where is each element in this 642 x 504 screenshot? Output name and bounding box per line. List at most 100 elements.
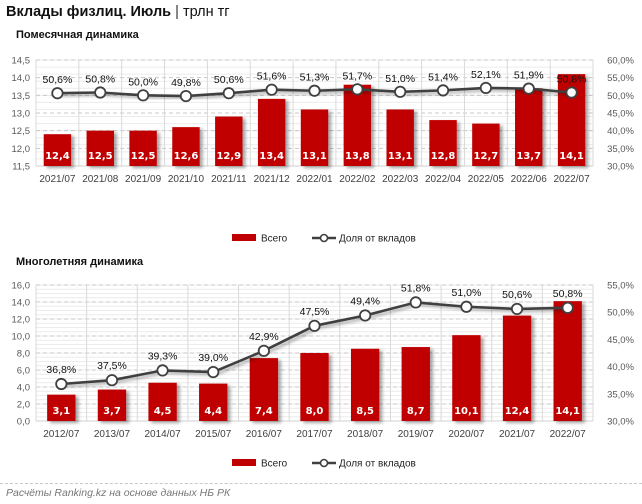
bar	[257, 98, 286, 166]
x-tick-label: 2021/08	[82, 174, 119, 185]
y-left-tick-label: 14,5	[12, 56, 31, 67]
title-main: Вклады физлиц. Июль	[6, 4, 172, 20]
legend-label-line: Доля от вкладов	[339, 234, 416, 245]
legend: Всего Доля от вкладов	[232, 459, 416, 470]
line-marker	[460, 300, 473, 313]
y-right-tick-label: 50,0%	[607, 308, 634, 319]
bar-label: 13,4	[259, 151, 284, 162]
bar-label: 4,5	[154, 406, 172, 417]
bar-label: 14,1	[559, 151, 584, 162]
bar-labels: 3,1 3,7 4,5 4,4 7,4 8,0 8,5 8,7 10,1 12,4 14,1	[52, 406, 580, 417]
line-marker	[565, 86, 578, 99]
title-unit: трлн тг	[182, 4, 230, 20]
x-tick-label: 2018/07	[347, 429, 384, 440]
line-point-label: 39,0%	[198, 352, 228, 364]
line-point-label: 49,8%	[171, 77, 201, 89]
line-marker	[265, 83, 278, 96]
x-tick-label: 2022/02	[339, 174, 376, 185]
bar-label: 12,9	[216, 151, 241, 162]
y-right-ticks: 30,0% 35,0% 40,0% 45,0% 50,0% 55,0% 60,0%	[607, 56, 634, 173]
line-point-label: 51,3%	[300, 72, 330, 84]
y-left-tick-label: 12,5	[12, 126, 31, 137]
legend-bar-swatch	[232, 459, 256, 466]
bar	[401, 347, 430, 421]
y-left-tick-label: 2,0	[17, 400, 30, 411]
y-left-tick-label: 8,0	[17, 349, 30, 360]
x-tick-label: 2014/07	[145, 429, 182, 440]
bar	[350, 348, 380, 421]
y-left-tick-label: 13,5	[12, 91, 31, 102]
y-right-tick-label: 35,0%	[607, 389, 634, 400]
x-tick-label: 2022/07	[553, 174, 590, 185]
x-tick-label: 2016/07	[246, 429, 283, 440]
bar	[199, 383, 228, 421]
line-point-label: 39,3%	[148, 350, 178, 362]
line-point-label: 50,6%	[214, 74, 244, 86]
line-point-label: 36,8%	[46, 364, 76, 376]
line-point-label: 50,8%	[553, 288, 583, 300]
y-right-tick-label: 45,0%	[607, 109, 634, 120]
line-marker	[561, 301, 574, 314]
y-left-tick-label: 16,0	[12, 281, 31, 292]
bar-label: 12,8	[431, 151, 456, 162]
title-separator: |	[175, 4, 179, 20]
y-right-tick-label: 45,0%	[607, 335, 634, 346]
bar-label: 12,6	[174, 151, 199, 162]
y-left-ticks: 11,5 12,0 12,5 13,0 13,5 14,0 14,5	[12, 56, 31, 173]
bar	[43, 134, 72, 166]
chart2-title: Многолетняя динамика	[16, 256, 144, 268]
line-markers	[55, 296, 574, 391]
page-title: Вклады физлиц. Июль | трлн тг	[6, 4, 230, 20]
bar	[300, 353, 329, 421]
bar-label: 3,1	[52, 406, 70, 417]
line-marker	[510, 302, 524, 316]
bar	[172, 127, 200, 166]
bar	[47, 394, 76, 421]
line-marker	[94, 86, 107, 99]
line-point-label: 50,6%	[502, 289, 532, 301]
line-point-label: 51,6%	[257, 71, 287, 83]
y-left-tick-label: 12,0	[12, 315, 31, 326]
bar-label: 12,5	[131, 151, 156, 162]
y-left-tick-label: 0,0	[17, 417, 30, 428]
legend: Всего Доля от вкладов	[232, 234, 416, 245]
bar	[97, 389, 127, 421]
bar	[553, 301, 582, 421]
y-right-tick-label: 55,0%	[607, 73, 634, 84]
line-point-label: 51,8%	[401, 282, 431, 294]
bar-label: 13,1	[388, 151, 413, 162]
line-labels: 50,6% 50,8% 50,0% 49,8% 50,6% 51,6% 51,3% 51,7%…	[43, 69, 587, 89]
chart1-title: Помесячная динамика	[16, 29, 139, 41]
bar	[472, 123, 500, 166]
y-left-tick-label: 6,0	[17, 366, 30, 377]
x-tick-label: 2022/07	[550, 429, 587, 440]
bar	[343, 84, 372, 166]
line-marker	[179, 89, 193, 103]
line-point-label: 47,5%	[300, 306, 330, 318]
y-right-tick-label: 55,0%	[607, 281, 634, 292]
bar	[249, 358, 279, 421]
x-tick-labels: 2012/07 2013/07 2014/07 2015/07 2016/07 2017/…	[43, 429, 586, 440]
line-point-label: 37,5%	[97, 360, 127, 372]
bar	[215, 116, 243, 166]
monthly-chart: 11,5 12,0 12,5 13,0 13,5 14,0 14,5 30,0% 35,0% 40…	[12, 56, 635, 245]
x-tick-label: 2013/07	[94, 429, 131, 440]
y-left-tick-label: 14,0	[12, 298, 31, 309]
line-marker	[207, 365, 220, 379]
line-marker	[222, 87, 235, 100]
line-marker	[308, 84, 321, 97]
footer-divider	[0, 483, 642, 484]
x-tick-label: 2021/09	[125, 174, 162, 185]
bar-label: 12,4	[45, 151, 70, 162]
line-marker	[105, 374, 119, 387]
x-tick-label: 2022/04	[425, 174, 462, 185]
vertical-gridlines	[35, 60, 594, 166]
y-right-tick-label: 40,0%	[607, 362, 634, 373]
line-marker	[55, 377, 68, 391]
bar-label: 4,4	[204, 406, 222, 417]
bar	[129, 130, 157, 166]
y-right-tick-label: 35,0%	[607, 144, 634, 155]
bar	[515, 88, 543, 166]
bars	[47, 301, 582, 421]
y-right-tick-label: 30,0%	[607, 162, 634, 173]
